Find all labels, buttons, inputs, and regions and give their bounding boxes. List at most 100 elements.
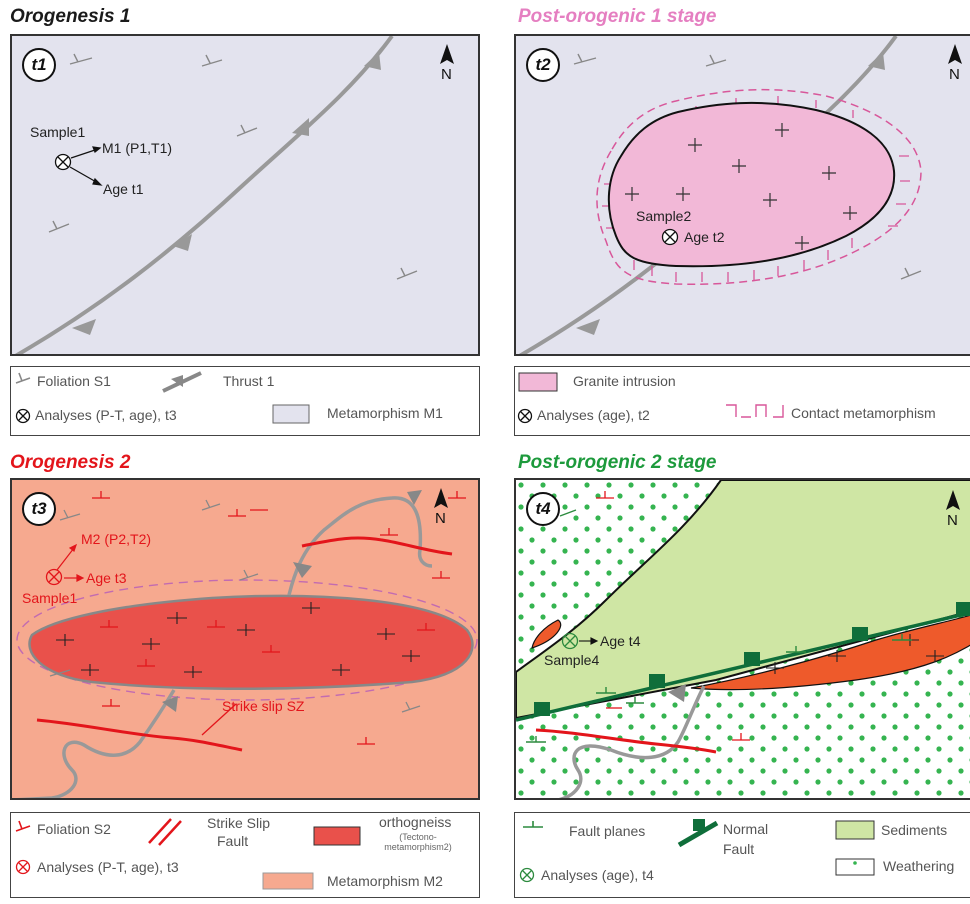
legend-symbols	[15, 371, 310, 424]
strike-slip-annotation: Strike slip SZ	[222, 698, 305, 714]
thrust-tooth	[173, 234, 192, 251]
thrust-tooth	[292, 118, 309, 136]
granite-swatch	[518, 372, 558, 392]
foliation-icon	[15, 372, 31, 384]
metamorphism-swatch	[262, 872, 314, 890]
time-badge: t2	[526, 48, 560, 82]
fault-plane-icon	[523, 821, 543, 828]
fault-plane-symbols	[526, 509, 912, 743]
legend-t1: Foliation S1 Thrust 1 Analyses (P-T, age…	[10, 366, 480, 436]
analysis-icon	[15, 408, 31, 424]
annotation-leader	[201, 703, 237, 736]
north-label: N	[949, 66, 960, 83]
north-arrow-icon	[946, 490, 960, 510]
orthogneiss-body	[28, 594, 474, 690]
legend-item-foliation: Foliation S2	[37, 821, 111, 837]
age-label: Age t2	[684, 229, 725, 245]
legend-item-analyses: Analyses (age), t4	[541, 867, 654, 883]
legend-item-sediments: Sediments	[881, 822, 948, 838]
gneiss-crosses	[56, 602, 420, 678]
relict-foliation-symbols	[49, 499, 421, 713]
foliation-s2-symbols	[92, 491, 466, 745]
thrust-tooth	[364, 52, 381, 70]
map-panel-t4: t4 N Age t4 Sample4	[514, 478, 970, 800]
foliation-icon	[15, 820, 31, 832]
age-label: Age t4	[600, 633, 641, 649]
analysis-marker	[661, 228, 679, 246]
thrust-line	[16, 689, 176, 798]
legend-item-normal: Normal	[723, 821, 769, 837]
analysis-icon	[519, 867, 535, 883]
north-arrow-icon	[948, 44, 962, 64]
analysis-marker	[45, 568, 63, 586]
legend-item-metamorphism: Metamorphism M2	[327, 873, 443, 889]
thrust-line	[14, 36, 394, 354]
legend-item-analyses: Analyses (P-T, age), t3	[37, 859, 179, 875]
age-label: Age t1	[103, 181, 144, 197]
sample-label: Sample4	[544, 652, 600, 668]
thrust-tooth	[72, 319, 96, 335]
orthogneiss-swatch	[313, 826, 361, 846]
result-arrows	[56, 543, 85, 582]
legend-item-contact: Contact metamorphism	[791, 405, 936, 421]
legend-item-foliation: Foliation S1	[37, 373, 111, 389]
strike-slip-icon	[148, 818, 182, 846]
panel-title-orogenesis-1: Orogenesis 1	[10, 6, 131, 27]
legend-symbols	[519, 819, 875, 883]
contact-aureole	[596, 88, 922, 285]
legend-item-analyses: Analyses (age), t2	[537, 407, 650, 423]
strike-slip-fault	[301, 536, 453, 556]
orthogneiss-remnant	[531, 619, 562, 649]
time-badge: t4	[526, 492, 560, 526]
normal-fault-icon	[677, 820, 719, 848]
thrust-line	[558, 685, 706, 798]
sample-label: Sample1	[30, 124, 86, 140]
foliation-s2-symbols	[596, 491, 750, 741]
legend-item-weathering: Weathering	[883, 858, 955, 874]
analysis-icon	[517, 408, 533, 424]
legend-item-granite: Granite intrusion	[573, 373, 676, 389]
metamorphism-swatch	[272, 404, 310, 424]
legend-item-thrust: Thrust 1	[223, 373, 275, 389]
legend-item-fault-planes: Fault planes	[569, 823, 646, 839]
map-drawing-t4	[516, 480, 970, 798]
map-panel-t3: t3 N M2 (P2,T2) Age t3 Sample1 Strike sl…	[10, 478, 480, 800]
panel-title-post-orogenic-1: Post-orogenic 1 stage	[518, 6, 717, 27]
weathering-swatch	[835, 858, 875, 876]
thrust-line	[287, 496, 433, 596]
foliation-s1-symbols	[48, 53, 418, 280]
metamorphism-label: M1 (P1,T1)	[102, 140, 173, 156]
north-arrow-icon	[440, 44, 454, 64]
legend-item-fault: Fault	[723, 841, 755, 857]
legend-item-tectono: (Tectono-	[399, 832, 437, 842]
foliation-s1-symbols	[573, 53, 922, 280]
sample-label: Sample2	[636, 208, 692, 224]
analysis-marker	[561, 632, 579, 650]
map-panel-t1: t1 N Sample1 M1 (P1,T1) Age t1	[10, 34, 480, 356]
north-arrow-icon	[434, 488, 448, 508]
strike-slip-fault	[535, 728, 717, 754]
legend-symbols	[517, 372, 784, 424]
analysis-marker	[54, 153, 72, 171]
north-label: N	[435, 510, 446, 527]
panel-title-orogenesis-2: Orogenesis 2	[10, 452, 131, 473]
map-drawing-t3	[16, 490, 478, 798]
map-drawing-t1	[14, 36, 418, 354]
legend-item-tectono-m2: metamorphism2)	[384, 842, 452, 852]
panel-title-post-orogenic-2: Post-orogenic 2 stage	[518, 452, 717, 473]
legend-item-fault: Fault	[217, 833, 249, 849]
granite-intrusion	[607, 101, 896, 268]
north-label: N	[441, 66, 452, 83]
legend-item-metamorphism: Metamorphism M1	[327, 405, 443, 421]
legend-item-orthogneiss: orthogneiss	[379, 814, 452, 830]
normal-fault-teeth	[534, 602, 970, 716]
age-label: Age t3	[86, 570, 127, 586]
contact-icon	[726, 404, 784, 418]
north-label: N	[947, 512, 958, 529]
result-arrows	[69, 146, 103, 186]
analysis-icon	[15, 859, 31, 875]
map-drawing-t2	[518, 36, 922, 354]
legend-t2: Granite intrusion Analyses (age), t2 Con…	[514, 366, 970, 436]
strike-slip-fault	[36, 718, 243, 752]
time-badge: t3	[22, 492, 56, 526]
